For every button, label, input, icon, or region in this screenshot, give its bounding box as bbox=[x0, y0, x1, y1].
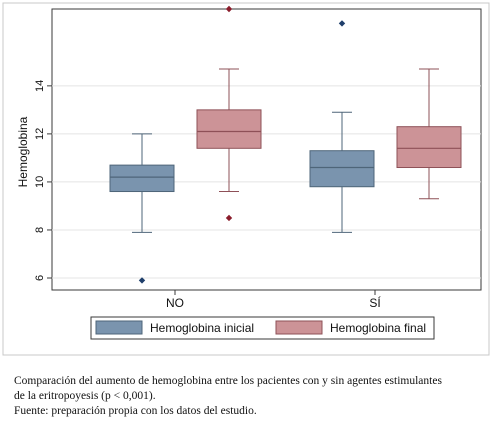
box bbox=[309, 150, 375, 188]
legend-swatch bbox=[275, 320, 323, 335]
x-axis: NO SÍ bbox=[166, 290, 381, 310]
y-tick-label: 8 bbox=[34, 227, 46, 233]
x-tick-label: SÍ bbox=[369, 295, 381, 310]
y-tick-label: 12 bbox=[34, 128, 46, 140]
y-tick-label: 6 bbox=[34, 275, 46, 281]
outlier-point bbox=[138, 277, 146, 284]
caption-line: de la eritropoyesis (p < 0,001). bbox=[14, 390, 156, 402]
caption-source: Fuente: preparación propia con los datos… bbox=[14, 405, 257, 417]
box bbox=[396, 126, 462, 169]
x-tick-label: NO bbox=[166, 296, 184, 310]
legend-box bbox=[90, 316, 435, 340]
box bbox=[109, 164, 175, 193]
caption-line: Comparación del aumento de hemoglobina e… bbox=[14, 375, 442, 387]
y-axis: 6 8 10 12 14 bbox=[34, 80, 52, 281]
legend-label: Hemoglobina final bbox=[330, 321, 426, 335]
outlier-point bbox=[225, 214, 233, 222]
box bbox=[196, 109, 262, 149]
legend-label: Hemoglobina inicial bbox=[150, 321, 254, 335]
outlier-point bbox=[338, 20, 346, 27]
y-tick-label: 10 bbox=[34, 176, 46, 188]
legend-swatch bbox=[95, 320, 143, 335]
caption: Comparación del aumento de hemoglobina e… bbox=[14, 374, 484, 419]
boxplot-chart: 6 8 10 12 14 NO SÍ Hemoglobina Hemoglobina in… bbox=[2, 2, 490, 356]
y-axis-label: Hemoglobina bbox=[16, 116, 30, 187]
outlier-point bbox=[225, 5, 233, 13]
legend: Hemoglobina inicial Hemoglobina final bbox=[90, 316, 435, 340]
y-tick-label: 14 bbox=[34, 80, 46, 92]
boxes bbox=[109, 5, 462, 284]
